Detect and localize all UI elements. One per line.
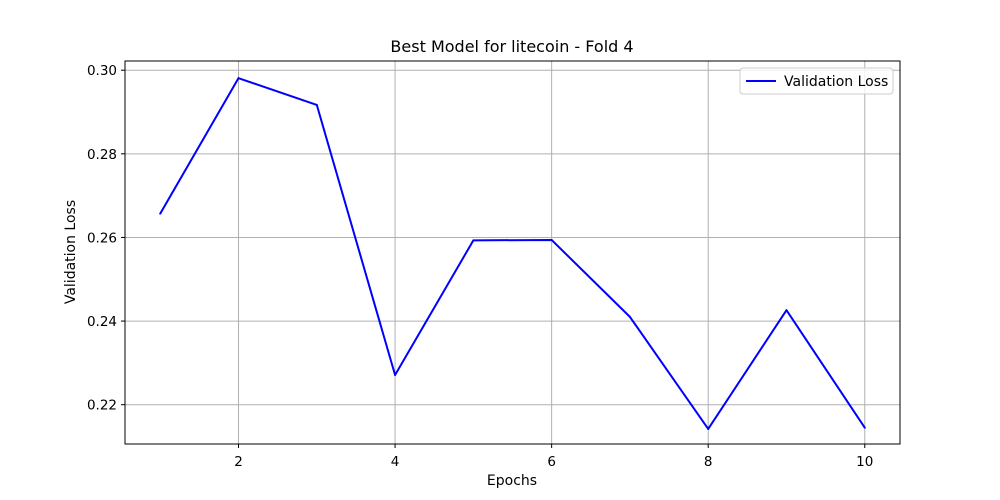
y-tick-label: 0.26 xyxy=(87,230,117,246)
y-tick-label: 0.28 xyxy=(87,147,117,163)
data-point xyxy=(550,238,553,241)
series-line xyxy=(159,77,866,430)
x-tick-label: 8 xyxy=(704,454,713,470)
data-point xyxy=(863,426,866,429)
data-point xyxy=(785,309,788,312)
data-point xyxy=(628,315,631,318)
y-axis-label: Validation Loss xyxy=(63,200,79,304)
series-layer xyxy=(159,77,866,430)
y-tick-label: 0.22 xyxy=(87,398,117,414)
x-tick-label: 4 xyxy=(391,454,400,470)
x-axis: 2 4 6 8 10 xyxy=(234,444,873,470)
data-point xyxy=(472,239,475,242)
y-tick-label: 0.30 xyxy=(87,63,117,79)
data-point xyxy=(394,374,397,377)
legend: Validation Loss xyxy=(739,67,894,95)
data-point xyxy=(159,212,162,215)
legend-label: Validation Loss xyxy=(784,74,888,90)
chart-title: Best Model for litecoin - Fold 4 xyxy=(390,37,633,56)
data-point xyxy=(315,103,318,106)
y-axis: 0.22 0.24 0.26 0.28 0.30 xyxy=(87,63,125,414)
legend-box xyxy=(739,67,894,95)
x-axis-label: Epochs xyxy=(487,473,537,489)
x-tick-label: 6 xyxy=(547,454,556,470)
data-point xyxy=(237,77,240,80)
y-tick-label: 0.24 xyxy=(87,314,117,330)
data-point xyxy=(707,427,710,430)
x-tick-label: 10 xyxy=(856,454,873,470)
x-tick-label: 2 xyxy=(234,454,243,470)
plot-frame xyxy=(124,60,901,445)
